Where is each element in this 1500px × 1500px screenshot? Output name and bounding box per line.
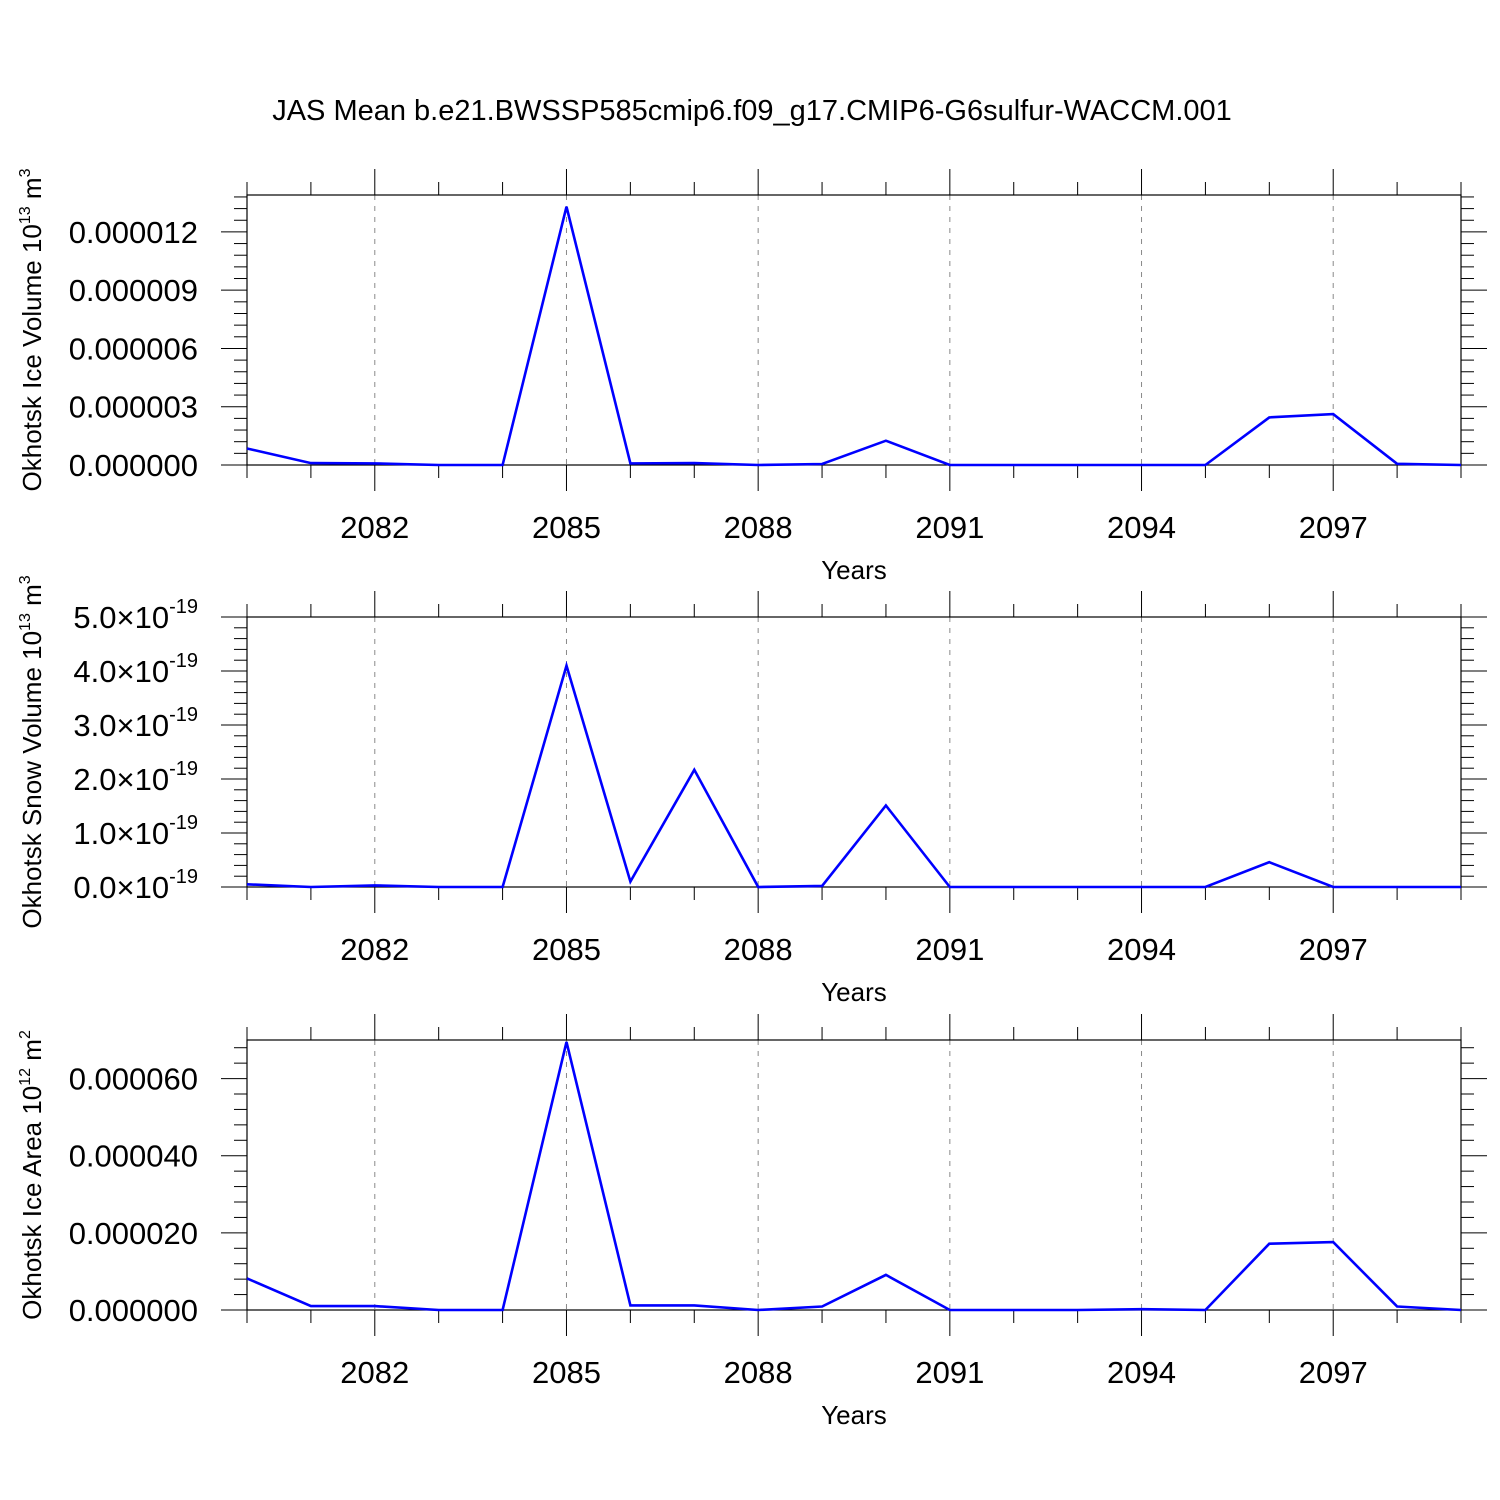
x-tick-label: 2094 — [1107, 510, 1176, 545]
x-tick-label: 2082 — [340, 1355, 409, 1390]
x-axis-label: Years — [821, 1400, 887, 1430]
y-tick-label: 5.0×10-19 — [73, 596, 198, 635]
y-axis-label: Okhotsk Ice Volume 1013 m3 — [17, 168, 47, 491]
y-axis-label: Okhotsk Ice Area 1012 m2 — [17, 1030, 47, 1320]
y-tick-label: 0.000060 — [69, 1062, 198, 1097]
x-tick-label: 2088 — [724, 1355, 793, 1390]
y-tick-label: 0.000009 — [69, 273, 198, 308]
y-tick-label: 0.000006 — [69, 331, 198, 366]
x-tick-label: 2082 — [340, 932, 409, 967]
y-tick-label: 0.000003 — [69, 390, 198, 425]
x-tick-label: 2091 — [915, 1355, 984, 1390]
x-tick-label: 2085 — [532, 932, 601, 967]
plot-frame — [246, 1039, 1462, 1311]
chart-panel-2: 2082 2085 2088 2091 2094 2097 0.0×10-19 1.0×10-… — [17, 575, 1487, 1007]
y-tick-label: 1.0×10-19 — [73, 812, 198, 851]
x-tick-label: 2088 — [724, 932, 793, 967]
plot-frame — [246, 616, 1462, 888]
x-axis-label: Years — [821, 555, 887, 585]
y-tick-label: 0.000000 — [69, 448, 198, 483]
x-tick-label: 2085 — [532, 510, 601, 545]
figure-title: JAS Mean b.e21.BWSSP585cmip6.f09_g17.CMI… — [272, 95, 1232, 127]
x-tick-label: 2091 — [915, 932, 984, 967]
x-tick-label: 2082 — [340, 510, 409, 545]
y-tick-label: 2.0×10-19 — [73, 758, 198, 797]
x-tick-label: 2094 — [1107, 932, 1176, 967]
chart-panel-1: 2082 2085 2088 2091 2094 2097 0.000000 0.000003… — [17, 168, 1487, 585]
x-tick-label: 2091 — [915, 510, 984, 545]
y-tick-label: 0.000012 — [69, 215, 198, 250]
chart-panel-3: 2082 2085 2088 2091 2094 2097 0.000000 0.000020… — [17, 1014, 1487, 1430]
plot-frame — [246, 194, 1462, 466]
y-tick-label: 0.0×10-19 — [73, 866, 198, 905]
series-line — [246, 1041, 1462, 1312]
panels: 2082 2085 2088 2091 2094 2097 0.000000 0.000003… — [17, 168, 1487, 1430]
y-tick-label: 3.0×10-19 — [73, 704, 198, 743]
x-tick-label: 2097 — [1299, 932, 1368, 967]
series-line — [246, 660, 1461, 889]
y-tick-label: 0.000000 — [69, 1293, 198, 1328]
x-tick-label: 2094 — [1107, 1355, 1176, 1390]
y-tick-label: 4.0×10-19 — [73, 650, 198, 689]
y-tick-label: 0.000020 — [69, 1216, 198, 1251]
x-tick-label: 2097 — [1299, 1355, 1368, 1390]
x-axis-label: Years — [821, 977, 887, 1007]
x-tick-label: 2088 — [724, 510, 793, 545]
series-line — [246, 206, 1462, 467]
y-axis-label: Okhotsk Snow Volume 1013 m3 — [17, 575, 47, 928]
x-tick-label: 2097 — [1299, 510, 1368, 545]
x-tick-label: 2085 — [532, 1355, 601, 1390]
y-tick-label: 0.000040 — [69, 1139, 198, 1174]
